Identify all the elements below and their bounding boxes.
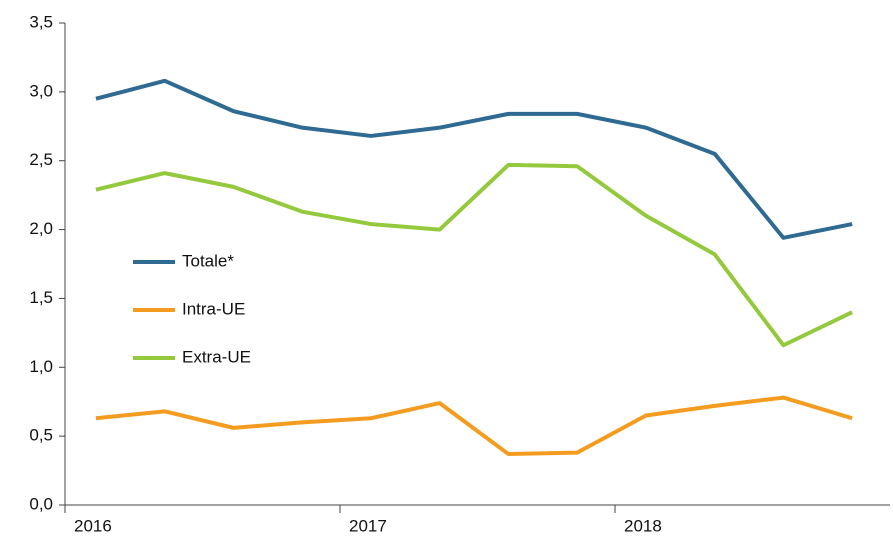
line-series [95, 395, 853, 457]
x-tick-label: 2016 [74, 516, 112, 535]
line-series [95, 162, 854, 348]
y-tick-label: 3,5 [29, 12, 53, 31]
legend-label: Intra-UE [182, 299, 245, 318]
y-tick-label: 2,0 [29, 219, 53, 238]
x-tick-label: 2017 [349, 516, 387, 535]
y-tick-label: 1,0 [29, 357, 53, 376]
y-tick-label: 2,5 [29, 150, 53, 169]
y-tick-label: 1,5 [29, 288, 53, 307]
legend-label: Totale* [182, 251, 234, 270]
y-tick-label: 3,0 [29, 81, 53, 100]
legend-label: Extra-UE [182, 347, 251, 366]
y-tick-label: 0,0 [29, 494, 53, 513]
line-series [95, 78, 853, 240]
x-tick-label: 2018 [624, 516, 662, 535]
y-tick-label: 0,5 [29, 426, 53, 445]
